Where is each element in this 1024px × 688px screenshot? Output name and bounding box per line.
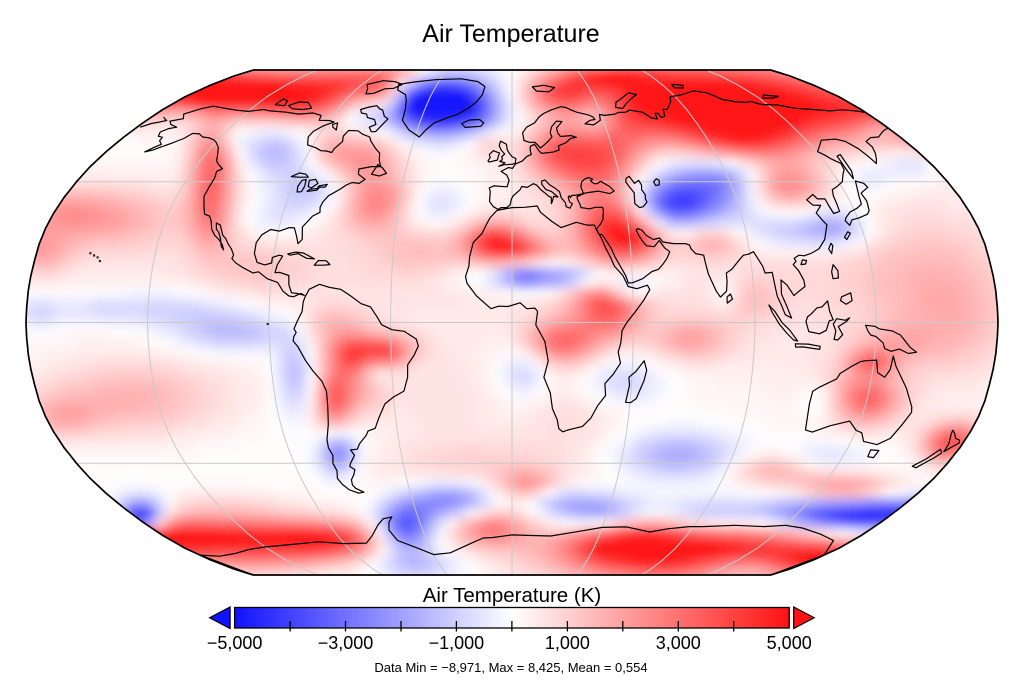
svg-text:Air Temperature (K): Air Temperature (K) <box>423 584 601 607</box>
svg-text:Air Temperature: Air Temperature <box>422 20 599 48</box>
svg-text:−5,000: −5,000 <box>207 633 263 653</box>
svg-text:5,000: 5,000 <box>767 633 812 653</box>
svg-text:1,000: 1,000 <box>545 633 590 653</box>
svg-text:−1,000: −1,000 <box>429 633 485 653</box>
svg-text:3,000: 3,000 <box>656 633 701 653</box>
svg-text:−3,000: −3,000 <box>318 633 374 653</box>
svg-text:Data Min = −8,971, Max = 8,425: Data Min = −8,971, Max = 8,425, Mean = 0… <box>374 660 647 675</box>
